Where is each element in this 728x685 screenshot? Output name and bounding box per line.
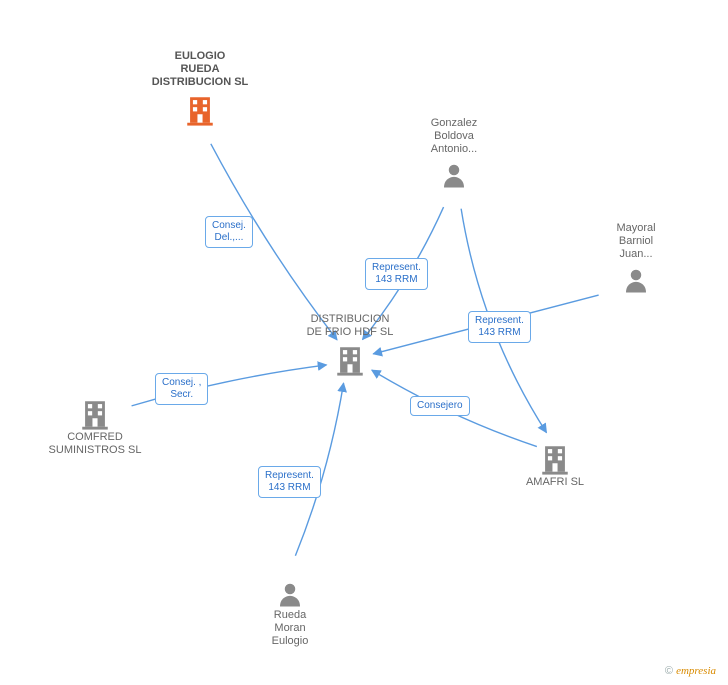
edge-label: Consej. ,Secr. [155, 373, 208, 405]
node-label: GonzalezBoldovaAntonio... [399, 117, 509, 156]
edge-label: Represent.143 RRM [365, 258, 428, 290]
edge-label: Represent.143 RRM [258, 466, 321, 498]
node-rueda[interactable]: RuedaMoranEulogio [235, 575, 345, 648]
node-label: RuedaMoranEulogio [235, 609, 345, 648]
edge-label: Consej.Del.,... [205, 216, 253, 248]
person-icon [275, 579, 305, 609]
person-icon [439, 160, 469, 190]
edge-label: Represent.143 RRM [468, 311, 531, 343]
edge-label: Consejero [410, 396, 470, 416]
node-mayoral[interactable]: MayoralBarniolJuan... [581, 222, 691, 295]
node-amafri[interactable]: AMAFRI SL [500, 438, 610, 489]
node-gonzalez[interactable]: GonzalezBoldovaAntonio... [399, 117, 509, 190]
person-icon [621, 265, 651, 295]
node-label: COMFREDSUMINISTROS SL [40, 431, 150, 457]
node-center[interactable]: DISTRIBUCIONDE FRIO HDF SL [295, 313, 405, 377]
building-icon [538, 442, 572, 476]
node-label: MayoralBarniolJuan... [581, 222, 691, 261]
node-label: EULOGIORUEDADISTRIBUCION SL [145, 50, 255, 89]
building-icon [333, 343, 367, 377]
node-label: DISTRIBUCIONDE FRIO HDF SL [295, 313, 405, 339]
copyright-symbol: © [665, 665, 673, 677]
building-icon [183, 93, 217, 127]
node-comfred[interactable]: COMFREDSUMINISTROS SL [40, 393, 150, 457]
building-icon [78, 397, 112, 431]
node-eulogio[interactable]: EULOGIORUEDADISTRIBUCION SL [145, 50, 255, 127]
footer-credit: © empresia [665, 665, 716, 677]
diagram-canvas: EULOGIORUEDADISTRIBUCION SL DISTRIBUCION… [0, 0, 728, 685]
brand-name: empresia [676, 665, 716, 677]
node-label: AMAFRI SL [500, 476, 610, 489]
